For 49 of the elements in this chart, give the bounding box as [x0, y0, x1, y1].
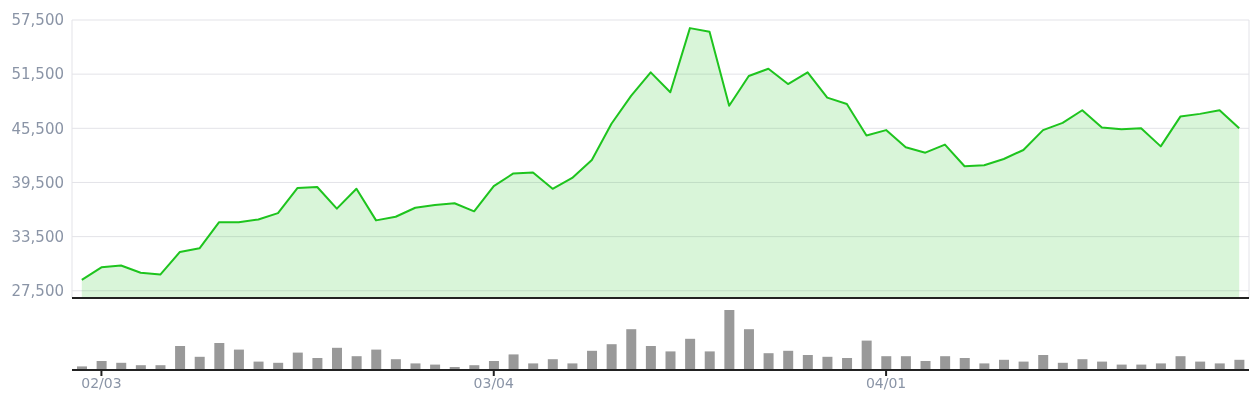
bar: [410, 363, 421, 370]
bar: [900, 356, 911, 370]
bar: [371, 349, 382, 370]
y-tick-label: 27,500: [11, 282, 64, 301]
bar: [332, 347, 343, 370]
bar: [685, 338, 696, 370]
bar: [822, 356, 833, 370]
bar: [1175, 356, 1186, 370]
y-tick-label: 51,500: [11, 65, 64, 84]
bar: [626, 329, 637, 370]
bar: [842, 358, 853, 370]
bar: [1077, 359, 1088, 370]
bar: [704, 351, 715, 370]
bar: [724, 310, 735, 370]
bar: [528, 363, 539, 370]
bar: [1038, 355, 1049, 370]
bar: [1214, 363, 1225, 370]
x-tick-label: 02/03: [81, 374, 122, 391]
x-tick-label: 04/01: [865, 374, 907, 391]
bar: [665, 351, 676, 370]
bar: [645, 346, 656, 370]
bar: [508, 354, 519, 370]
bar: [587, 350, 598, 370]
y-tick-label: 39,500: [11, 173, 64, 192]
bar: [567, 363, 578, 370]
y-tick-label: 33,500: [11, 227, 64, 246]
bar: [547, 359, 558, 370]
bar: [940, 356, 951, 370]
bar: [959, 358, 970, 370]
bar: [763, 353, 774, 370]
bar: [606, 344, 617, 370]
y-tick-label: 45,500: [11, 119, 64, 138]
bar: [292, 352, 303, 370]
bar: [979, 363, 990, 370]
bar: [390, 359, 401, 370]
bar: [802, 355, 813, 370]
bar: [861, 340, 872, 370]
bar: [214, 343, 225, 370]
bar: [783, 350, 794, 370]
bar: [175, 346, 186, 370]
bar: [351, 356, 362, 370]
bar: [743, 329, 754, 370]
bar: [233, 349, 244, 370]
x-tick-label: 03/04: [473, 374, 515, 391]
bar: [194, 356, 205, 370]
y-tick-label: 57,500: [11, 11, 64, 30]
bar: [881, 356, 892, 370]
bar: [312, 358, 323, 370]
bar: [1155, 363, 1166, 370]
